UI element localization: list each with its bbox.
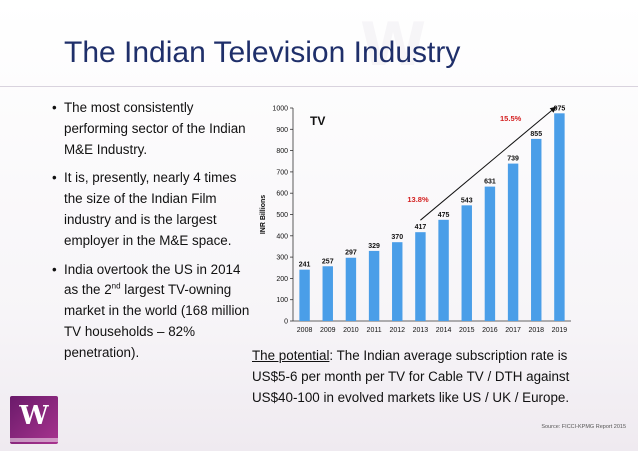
bar-value-label: 475 (438, 212, 450, 219)
bar (484, 186, 496, 321)
bullet-dot: • (52, 170, 57, 186)
potential-paragraph: The potential: The Indian average subscr… (252, 345, 592, 408)
x-tick-label: 2016 (482, 327, 498, 334)
y-tick-label: 400 (276, 233, 288, 240)
bar (415, 232, 426, 321)
x-tick-label: 2019 (552, 327, 568, 334)
x-tick-label: 2010 (343, 327, 359, 334)
y-axis-label: INR Billions (260, 195, 267, 234)
bar-value-label: 241 (299, 262, 311, 269)
bar-value-label: 329 (368, 243, 380, 250)
bullet-text: The most consistently performing sector … (64, 100, 246, 157)
bar (368, 250, 380, 321)
bar (438, 219, 449, 321)
x-tick-label: 2008 (297, 327, 313, 334)
x-tick-label: 2013 (413, 327, 429, 334)
x-tick-label: 2011 (367, 327, 382, 334)
bullet-text-post: largest TV-owning market in the world (1… (64, 282, 250, 360)
bar (461, 205, 472, 321)
logo-letter: W (19, 401, 49, 431)
bar (322, 266, 333, 321)
y-tick-label: 1000 (272, 106, 288, 113)
y-tick-label: 900 (276, 127, 288, 134)
bullet-item: • The most consistently performing secto… (52, 98, 256, 160)
bar (531, 138, 542, 321)
bar (299, 269, 310, 321)
tv-industry-bar-chart: 0 100 200 300 400 500 600 700 800 900 1000 INR Bill… (255, 96, 585, 341)
watermark-logo: W (360, 10, 426, 80)
source-note: Source: FICCI-KPMG Report 2015 (541, 424, 626, 430)
bullet-item: • India overtook the US in 2014 as the 2… (52, 260, 256, 364)
bar (392, 242, 403, 321)
y-tick-label: 700 (276, 169, 288, 176)
bullet-dot: • (52, 261, 57, 277)
bullet-superscript: nd (111, 281, 121, 291)
y-tick-label: 0 (284, 319, 288, 326)
y-tick-label: 300 (276, 255, 288, 262)
bullet-text-pre: India overtook the US in 2014 as the 2 (64, 261, 241, 298)
company-logo: W (10, 396, 58, 444)
potential-label: The potential (252, 348, 330, 363)
title-divider (0, 86, 638, 87)
bar-value-label: 297 (345, 250, 357, 257)
bar-value-label: 543 (461, 197, 473, 204)
bullet-list: • The most consistently performing secto… (52, 98, 256, 372)
x-tick-label: 2018 (528, 327, 544, 334)
chart-svg: 0 100 200 300 400 500 600 700 800 900 1000 INR Bill… (260, 105, 571, 334)
growth-rate-label: 13.8% (407, 195, 429, 204)
bar-value-label: 417 (415, 224, 427, 231)
growth-rate-label: 15.5% (500, 114, 522, 123)
bar-value-label: 855 (530, 131, 542, 138)
bar (345, 257, 357, 321)
bar-value-label: 631 (484, 179, 496, 186)
x-tick-label: 2017 (505, 327, 521, 334)
bar-value-label: 975 (554, 105, 566, 112)
chart-title: TV (310, 114, 325, 128)
bar-value-label: 370 (391, 234, 403, 241)
bar (507, 163, 519, 321)
y-tick-label: 100 (276, 297, 288, 304)
x-tick-label: 2009 (320, 327, 336, 334)
logo-underline (10, 438, 58, 442)
potential-text: : The Indian average subscription rate i… (252, 348, 570, 405)
y-tick-label: 200 (276, 276, 288, 283)
trend-arrow (420, 106, 557, 221)
x-tick-label: 2012 (389, 327, 405, 334)
y-tick-label: 500 (276, 212, 288, 219)
x-tick-label: 2015 (459, 327, 475, 334)
bullet-item: • It is, presently, nearly 4 times the s… (52, 168, 256, 251)
bar-value-label: 739 (507, 156, 519, 163)
bar (554, 113, 565, 321)
bullet-text: It is, presently, nearly 4 times the siz… (64, 170, 237, 248)
bar-value-label: 257 (322, 258, 334, 265)
y-tick-label: 600 (276, 191, 288, 198)
bullet-dot: • (52, 100, 57, 115)
slide-title: The Indian Television Industry (64, 36, 461, 69)
x-tick-label: 2014 (436, 327, 452, 334)
y-tick-label: 800 (276, 148, 288, 155)
